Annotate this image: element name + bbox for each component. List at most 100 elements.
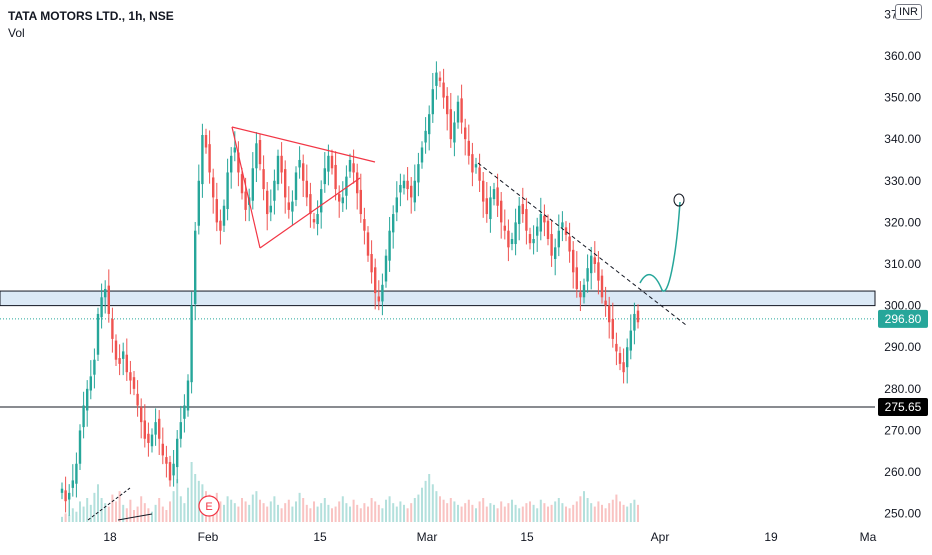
volume-bar [471, 504, 474, 522]
volume-bar [295, 501, 297, 522]
volume-bar [626, 506, 629, 522]
candle-body [431, 89, 434, 115]
last-price-badge [878, 309, 928, 328]
candle-body [539, 214, 542, 232]
volume-bar [143, 503, 146, 522]
candle-body [78, 430, 82, 464]
volume-bar [172, 491, 175, 522]
candle-body [600, 275, 604, 298]
candle-body [482, 180, 485, 202]
candle-body [428, 114, 431, 135]
volume-bar [557, 498, 560, 522]
candle-body [442, 82, 445, 98]
candle-body [392, 214, 395, 233]
candle-body [230, 155, 233, 173]
candle-body [384, 255, 388, 282]
volume-bar [457, 504, 459, 522]
currency-label[interactable]: INR [895, 4, 922, 20]
support-zone [0, 290, 876, 307]
volume-bar [341, 496, 344, 522]
volume-bar [565, 506, 567, 522]
candle-body [507, 230, 510, 248]
candle-body [348, 159, 352, 172]
candle-body [604, 300, 607, 306]
volume-bar [547, 506, 549, 522]
y-tick-label: 330.00 [884, 174, 921, 188]
candle-body [582, 284, 586, 298]
candle-body [370, 254, 373, 273]
candle-body [543, 215, 546, 223]
candle-body [478, 167, 481, 181]
volume-bar [629, 503, 632, 522]
volume-bar [424, 480, 427, 522]
volume-bar [428, 474, 431, 522]
volume-bar [183, 503, 186, 522]
y-tick-label: 280.00 [884, 382, 921, 396]
candle-body [572, 249, 575, 273]
projection-target-circle [673, 193, 685, 207]
y-tick-label: 290.00 [884, 340, 921, 354]
volume-bar [435, 491, 438, 522]
y-tick-label: 340.00 [884, 132, 921, 146]
candle-body [557, 230, 560, 248]
volume-bar [493, 504, 495, 522]
volume-bar [61, 516, 63, 522]
level-price-badge-label: 275.65 [885, 400, 922, 414]
volume-bar [359, 508, 362, 522]
volume-bar [154, 504, 157, 522]
volume-bar [277, 504, 279, 522]
volume-bar [590, 503, 593, 522]
volume-bar [79, 501, 81, 522]
candle-body [302, 163, 305, 181]
volume-bar [467, 499, 470, 522]
chart-legend: TATA MOTORS LTD., 1h, NSE Vol [8, 8, 174, 42]
candle-body [597, 262, 600, 281]
candle-body [586, 268, 589, 282]
volume-bar [259, 499, 261, 522]
candle-body [320, 189, 323, 213]
candle-body [226, 172, 229, 210]
volume-bar [507, 503, 510, 522]
candle-body [93, 359, 96, 375]
candle-body [136, 393, 139, 406]
volume-bar [176, 479, 179, 522]
x-tick-label: Mar [417, 530, 438, 544]
candle-body [96, 313, 100, 355]
volume-bar [442, 499, 445, 522]
candle-body [503, 225, 506, 231]
triangle-left-line [231, 126, 261, 249]
candle-body [510, 239, 514, 245]
candle-body [399, 184, 402, 193]
volume-bar [140, 496, 143, 522]
volume-bar [71, 508, 74, 522]
y-tick-label: 310.00 [884, 257, 921, 271]
volume-bar [478, 501, 481, 522]
candle-body [485, 198, 488, 215]
candle-body [255, 143, 258, 169]
volume-bar [68, 515, 71, 522]
volume-bar [313, 501, 315, 522]
volume-bar [316, 506, 319, 522]
candle-body [161, 443, 164, 456]
volume-label[interactable]: Vol [8, 26, 25, 40]
small-trend-line-2 [117, 513, 153, 521]
trendline-dashed [477, 162, 687, 326]
candle-body [266, 190, 269, 215]
candle-body [618, 353, 622, 364]
candle-body [388, 230, 391, 261]
volume-bar [107, 506, 110, 522]
candle-body [251, 168, 254, 201]
volume-bar [536, 508, 539, 522]
candle-body [71, 480, 74, 488]
symbol-title[interactable]: TATA MOTORS LTD., 1h, NSE [8, 9, 174, 23]
volume-bar [129, 499, 132, 522]
candle-body [125, 354, 128, 373]
volume-bar [298, 492, 301, 522]
candle-body [518, 205, 521, 225]
x-tick-label: 19 [764, 530, 778, 544]
candle-body [341, 197, 344, 204]
volume-bar [363, 503, 366, 522]
candle-body [86, 388, 89, 411]
